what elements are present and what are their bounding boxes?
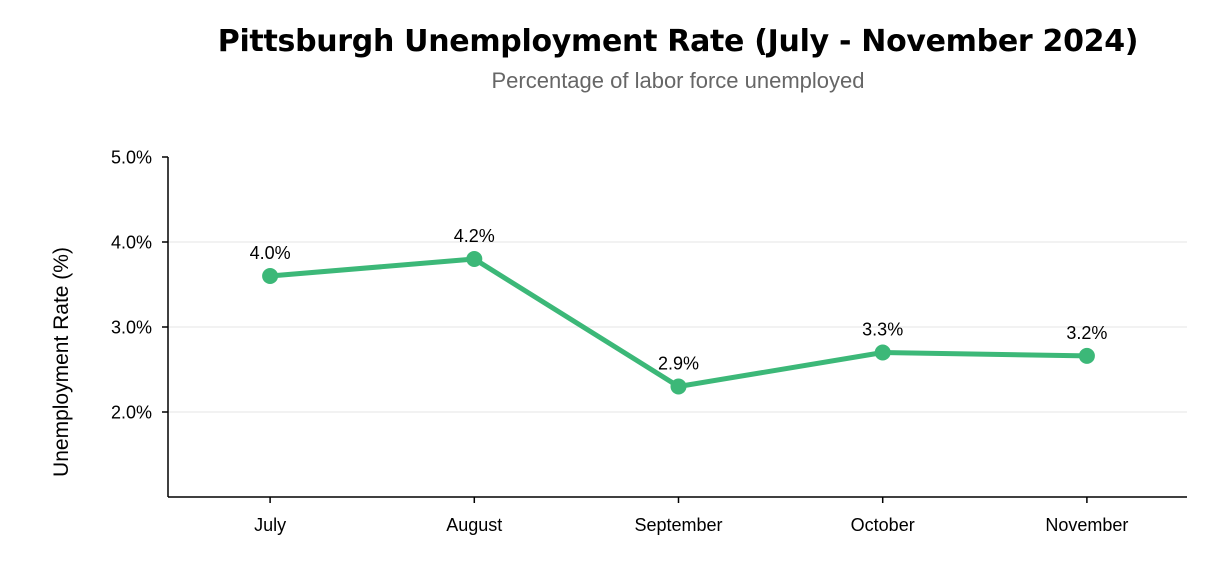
data-label: 4.2%	[454, 226, 495, 246]
data-label: 2.9%	[658, 354, 699, 374]
x-tick-label: September	[634, 515, 722, 535]
x-tick-label: August	[446, 515, 502, 535]
x-tick-label: October	[851, 515, 915, 535]
y-tick-label: 4.0%	[111, 233, 152, 253]
data-labels: 4.0% 4.2% 2.9% 3.3% 3.2%	[250, 226, 1108, 374]
x-tick-label: November	[1045, 515, 1128, 535]
x-tick-label: July	[254, 515, 286, 535]
series-layer	[262, 251, 1095, 395]
data-point	[1078, 347, 1095, 364]
data-point	[670, 378, 687, 395]
data-point	[874, 344, 891, 361]
chart-title: Pittsburgh Unemployment Rate (July - Nov…	[217, 24, 1139, 59]
y-axis-title: Unemployment Rate (%)	[50, 247, 73, 477]
gridlines	[168, 241, 1187, 413]
y-tick-label: 5.0%	[111, 148, 152, 168]
chart-subtitle: Percentage of labor force unemployed	[491, 68, 865, 93]
data-label: 4.0%	[250, 243, 291, 263]
data-label: 3.3%	[862, 320, 903, 340]
y-tick-label: 3.0%	[111, 318, 152, 338]
data-point	[262, 268, 279, 284]
data-label: 3.2%	[1066, 323, 1107, 343]
data-point	[466, 251, 483, 267]
y-tick-label: 2.0%	[111, 403, 152, 423]
y-tick-labels: 2.0% 3.0% 4.0% 5.0%	[111, 148, 168, 423]
x-tick-labels: July August September October November	[254, 497, 1128, 535]
